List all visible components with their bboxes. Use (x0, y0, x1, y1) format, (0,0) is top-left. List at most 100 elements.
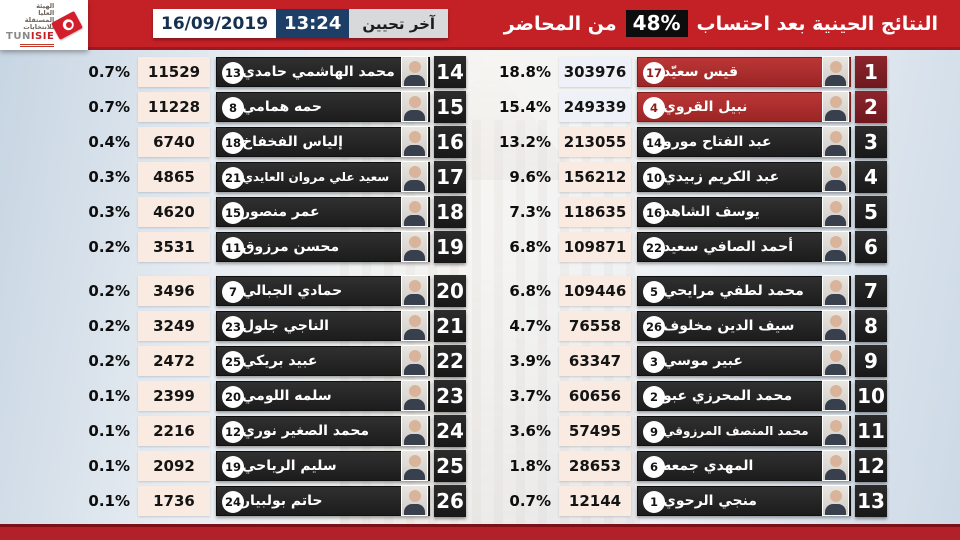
candidate-row: 18 عمر منصور 15 4620 0.3% (76, 196, 466, 228)
candidate-bar: محمد لطفي مرايحي 5 (637, 275, 851, 306)
candidate-bar: سعيد علي مروان العايدي 21 (216, 161, 430, 192)
candidate-name: الناجي جلول (242, 318, 329, 334)
candidate-name: محمد لطفي مرايحي (663, 283, 804, 299)
candidate-row: 3 عبد الفتاح مورو 14 213055 13.2% (497, 126, 887, 158)
rank-badge: 5 (855, 196, 887, 228)
candidate-bar: عبيد بريكي 25 (216, 345, 430, 376)
title-text-before: النتائج الحينية بعد احتساب (696, 12, 938, 35)
rank-badge: 9 (855, 345, 887, 377)
candidate-bar: حاتم بولبيار 24 (216, 485, 430, 516)
header-bar: النتائج الحينية بعد احتساب 48% من المحاض… (0, 0, 960, 50)
vote-count: 1736 (138, 486, 210, 516)
footer-bar (0, 524, 960, 540)
vote-count: 3249 (138, 311, 210, 341)
candidate-photo (401, 196, 428, 227)
candidate-bar: عمر منصور 15 (216, 196, 430, 227)
vote-percentage: 0.1% (88, 422, 130, 440)
candidate-row: 5 يوسف الشاهد 16 118635 7.3% (497, 196, 887, 228)
candidate-row: 17 سعيد علي مروان العايدي 21 4865 0.3% (76, 161, 466, 193)
ballot-number-badge: 14 (643, 132, 665, 154)
vote-percentage: 0.7% (509, 492, 551, 510)
logo-arabic-line: العليا (38, 9, 55, 18)
rank-badge: 13 (855, 485, 887, 517)
vote-count: 156212 (559, 162, 631, 192)
vote-percentage: 4.7% (509, 317, 551, 335)
last-update-label: آخر تحيين (349, 9, 449, 38)
candidate-photo (401, 56, 428, 87)
candidate-row: 11 محمد المنصف المرزوقي 9 57495 3.6% (497, 415, 887, 447)
candidate-photo (822, 91, 849, 122)
vote-count: 11529 (138, 57, 210, 87)
update-date: 16/09/2019 (153, 9, 277, 38)
candidate-photo (822, 231, 849, 262)
rank-badge: 6 (855, 231, 887, 263)
ballot-number-badge: 21 (222, 167, 244, 189)
isie-logo: الهيئة العليا المستقلة للانتخابات TUNISI… (0, 0, 88, 50)
candidate-bar: سيف الدين مخلوف 26 (637, 310, 851, 341)
candidate-name: عمر منصور (242, 204, 320, 220)
ballot-number-badge: 7 (222, 281, 244, 303)
vote-percentage: 0.2% (88, 282, 130, 300)
last-update-group: 16/09/2019 13:24 آخر تحيين (153, 9, 449, 38)
ballot-number-badge: 19 (222, 456, 244, 478)
candidate-name: سلمه اللومي (242, 388, 332, 404)
candidate-row: 26 حاتم بولبيار 24 1736 0.1% (76, 485, 466, 517)
vote-count: 11228 (138, 92, 210, 122)
candidate-photo (401, 161, 428, 192)
vote-percentage: 6.8% (509, 238, 551, 256)
tunisia-flag-icon (51, 10, 83, 40)
candidate-row: 21 الناجي جلول 23 3249 0.2% (76, 310, 466, 342)
vote-percentage: 7.3% (509, 203, 551, 221)
candidate-bar: حمه همامي 8 (216, 91, 430, 122)
ballot-number-badge: 1 (643, 491, 665, 513)
candidate-name: محمد الصغير نوري (242, 423, 370, 439)
rank-badge: 16 (434, 126, 466, 158)
candidate-photo (822, 485, 849, 516)
vote-count: 2399 (138, 381, 210, 411)
candidate-row: 13 منجي الرحوي 1 12144 0.7% (497, 485, 887, 517)
vote-count: 3531 (138, 232, 210, 262)
update-time: 13:24 (276, 9, 350, 38)
counted-percent-badge: 48% (625, 10, 688, 37)
candidate-name: يوسف الشاهد (663, 204, 760, 220)
rank-badge: 21 (434, 310, 466, 342)
candidate-name: عبيد بريكي (242, 353, 318, 369)
rank-badge: 12 (855, 450, 887, 482)
candidate-row: 24 محمد الصغير نوري 12 2216 0.1% (76, 415, 466, 447)
candidate-photo (822, 380, 849, 411)
rank-badge: 22 (434, 345, 466, 377)
ballot-number-badge: 5 (643, 281, 665, 303)
page-title: النتائج الحينية بعد احتساب 48% من المحاض… (504, 0, 938, 47)
rank-badge: 17 (434, 161, 466, 193)
candidate-photo (401, 310, 428, 341)
candidate-name: إلياس الفخفاخ (242, 134, 343, 150)
ballot-number-badge: 22 (643, 237, 665, 259)
rank-badge: 15 (434, 91, 466, 123)
candidate-bar: محسن مرزوق 11 (216, 231, 430, 262)
candidate-name: سيف الدين مخلوف (663, 318, 795, 334)
candidate-name: حمادي الجبالي (242, 283, 343, 299)
ballot-number-badge: 24 (222, 491, 244, 513)
candidate-photo (401, 485, 428, 516)
candidate-row: 12 المهدي جمعه 6 28653 1.8% (497, 450, 887, 482)
logo-arabic-line: للانتخابات (23, 23, 55, 32)
candidate-name: أحمد الصافي سعيد (663, 239, 794, 255)
candidate-row: 9 عبير موسي 3 63347 3.9% (497, 345, 887, 377)
ballot-number-badge: 15 (222, 202, 244, 224)
ballot-number-badge: 9 (643, 421, 665, 443)
candidate-name: قيس سعيّد (663, 64, 739, 80)
vote-count: 4620 (138, 197, 210, 227)
vote-percentage: 13.2% (498, 133, 551, 151)
vote-percentage: 0.3% (88, 203, 130, 221)
vote-percentage: 3.9% (509, 352, 551, 370)
vote-count: 213055 (559, 127, 631, 157)
candidate-row: 16 إلياس الفخفاخ 18 6740 0.4% (76, 126, 466, 158)
candidate-name: حمه همامي (242, 99, 323, 115)
candidate-photo (401, 380, 428, 411)
candidate-photo (822, 275, 849, 306)
candidate-name: عبد الكريم زبيدي (663, 169, 780, 185)
vote-percentage: 15.4% (498, 98, 551, 116)
candidate-name: المهدي جمعه (663, 458, 754, 474)
ballot-number-badge: 16 (643, 202, 665, 224)
